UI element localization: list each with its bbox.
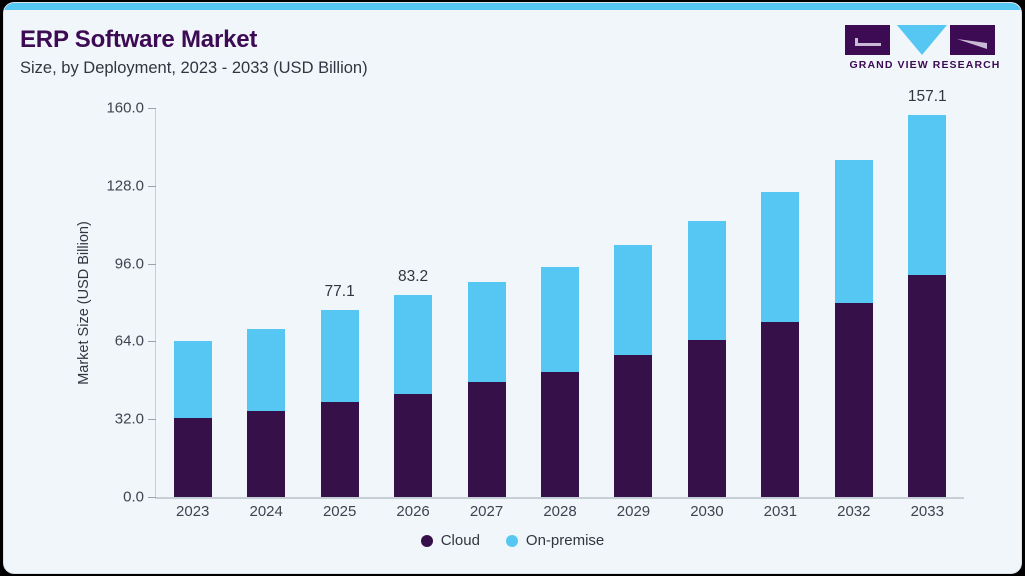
bar-group[interactable] <box>247 328 286 497</box>
bar-segment-cloud[interactable] <box>541 371 579 497</box>
y-tick-mark <box>148 185 156 187</box>
x-tick-label: 2033 <box>910 503 944 520</box>
y-axis-line <box>155 108 156 497</box>
bar-group[interactable] <box>761 191 800 497</box>
x-tick-label: 2031 <box>763 503 798 520</box>
y-tick-mark <box>148 341 156 343</box>
bar-group[interactable] <box>394 294 433 497</box>
bar-group[interactable] <box>908 115 947 497</box>
bar-group[interactable] <box>173 341 212 497</box>
y-tick-label: 0.0 <box>123 488 144 506</box>
x-tick-label: 2028 <box>543 503 577 520</box>
x-tick-label: 2023 <box>176 503 210 520</box>
bar-segment-cloud[interactable] <box>394 393 433 497</box>
bar-group[interactable] <box>687 221 726 497</box>
x-tick-label: 2024 <box>249 503 283 520</box>
bar-segment-on-premise[interactable] <box>320 309 359 403</box>
chart-card: ERP Software Market Size, by Deployment,… <box>4 3 1021 573</box>
bar-group[interactable] <box>614 245 653 497</box>
chart-subtitle: Size, by Deployment, 2023 - 2033 (USD Bi… <box>20 59 368 77</box>
bar-segment-on-premise[interactable] <box>173 341 212 418</box>
bar-segment-on-premise[interactable] <box>467 281 506 382</box>
y-tick-mark <box>148 263 156 265</box>
y-tick-mark <box>148 497 156 498</box>
x-tick-label: 2025 <box>322 503 357 520</box>
logo-g-stem <box>855 38 858 46</box>
y-tick-label: 128.0 <box>106 177 144 195</box>
y-axis-title-text: Market Size (USD Billion) <box>76 220 92 385</box>
bar-segment-on-premise[interactable] <box>614 245 653 355</box>
logo-text: GRAND VIEW RESEARCH <box>849 59 1001 71</box>
bar-segment-cloud[interactable] <box>467 381 506 497</box>
bar-segment-on-premise[interactable] <box>687 221 726 341</box>
bar-segment-cloud[interactable] <box>614 354 653 497</box>
x-tick-label: 2032 <box>837 503 871 520</box>
bar-segment-cloud[interactable] <box>247 410 286 497</box>
page-title: ERP Software Market <box>20 26 258 53</box>
legend-label: On-premise <box>525 532 605 549</box>
bar-value-label: 77.1 <box>324 282 355 300</box>
y-tick-label: 64.0 <box>114 332 144 350</box>
y-tick-label: 96.0 <box>114 255 144 273</box>
bar-segment-on-premise[interactable] <box>761 191 800 322</box>
bar-segment-cloud[interactable] <box>173 417 212 497</box>
x-tick-label: 2029 <box>616 503 651 520</box>
logo-r-block <box>950 25 995 55</box>
bar-group[interactable] <box>834 160 873 497</box>
logo-g-bar <box>855 43 881 46</box>
y-tick-mark <box>148 419 156 421</box>
top-accent-bar <box>4 3 1021 10</box>
bar-segment-on-premise[interactable] <box>834 160 873 303</box>
x-tick-label: 2027 <box>469 503 504 520</box>
bar-segment-cloud[interactable] <box>908 274 947 497</box>
bar-value-label: 157.1 <box>907 88 947 106</box>
x-tick-label: 2026 <box>396 503 430 520</box>
bar-segment-cloud[interactable] <box>761 321 800 497</box>
plot-area: 0.0 32.0 64.0 96.0 128.0 160.0 2023 2024 2025 20… <box>106 88 964 520</box>
bar-segment-cloud[interactable] <box>834 302 873 497</box>
bar-segment-cloud[interactable] <box>320 402 359 497</box>
legend-item[interactable]: On-premise <box>505 532 605 549</box>
x-tick-label: 2030 <box>690 503 724 520</box>
y-tick-label: 160.0 <box>106 99 144 117</box>
logo-triangle-icon <box>897 25 947 55</box>
chart-legend: Cloud On-premise <box>4 532 1021 549</box>
legend-color-swatch <box>420 534 433 547</box>
legend-label: Cloud <box>440 532 480 549</box>
bar-segment-on-premise[interactable] <box>247 328 286 411</box>
bar-segment-on-premise[interactable] <box>908 115 947 275</box>
grand-view-research-logo: GRAND VIEW RESEARCH <box>845 25 1005 75</box>
legend-color-swatch <box>505 534 518 547</box>
bar-segment-cloud[interactable] <box>687 340 726 497</box>
bar-group[interactable] <box>467 281 506 497</box>
bar-segment-on-premise[interactable] <box>541 266 579 372</box>
bar-group[interactable] <box>320 309 359 497</box>
bar-group[interactable] <box>541 266 579 497</box>
logo-g-block <box>845 25 890 55</box>
y-tick-mark <box>148 108 156 109</box>
y-axis-title: Market Size (USD Billion) <box>74 108 94 497</box>
bar-segment-on-premise[interactable] <box>394 294 433 394</box>
bar-value-label: 83.2 <box>397 267 429 285</box>
x-axis-line <box>155 497 964 499</box>
legend-item[interactable]: Cloud <box>420 532 480 549</box>
y-tick-label: 32.0 <box>114 410 144 428</box>
logo-r-leg-icon <box>957 39 987 49</box>
